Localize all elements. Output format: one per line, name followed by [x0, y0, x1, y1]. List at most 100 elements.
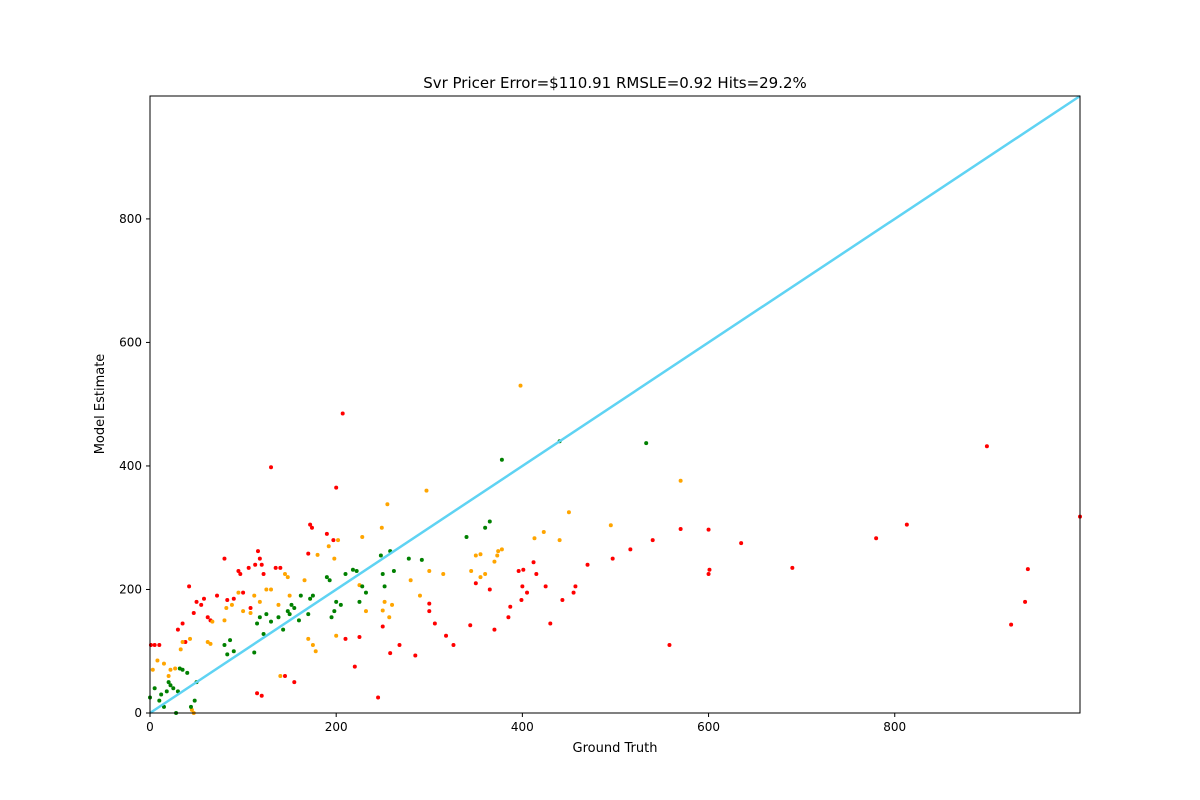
- data-point: [650, 538, 655, 543]
- data-point: [306, 636, 311, 641]
- x-tick-label: 400: [511, 720, 534, 734]
- data-point: [363, 590, 368, 595]
- data-point: [150, 667, 155, 672]
- data-point: [225, 597, 230, 602]
- data-point: [208, 641, 213, 646]
- data-point: [292, 680, 297, 685]
- data-point: [473, 581, 478, 586]
- data-point: [343, 572, 348, 577]
- data-point: [306, 551, 311, 556]
- data-point: [155, 658, 160, 663]
- data-point: [281, 627, 286, 632]
- data-point: [278, 673, 283, 678]
- data-point: [201, 596, 206, 601]
- data-point: [324, 531, 329, 536]
- data-point: [336, 538, 341, 543]
- data-point: [241, 590, 246, 595]
- data-point: [560, 597, 565, 602]
- data-point: [541, 530, 546, 535]
- data-point: [483, 572, 488, 577]
- x-axis-label: Ground Truth: [573, 741, 658, 756]
- y-axis-label: Model Estimate: [93, 354, 108, 455]
- data-point: [329, 615, 334, 620]
- y-axis-ticks: 0 200 400 600 800: [119, 212, 150, 720]
- data-point: [444, 633, 449, 638]
- data-point: [424, 488, 429, 493]
- data-point: [334, 633, 339, 638]
- data-point: [257, 615, 262, 620]
- data-point: [388, 651, 393, 656]
- data-point: [360, 584, 365, 589]
- x-tick-label: 0: [146, 720, 154, 734]
- chart-title: Svr Pricer Error=$110.91 RMSLE=0.92 Hits…: [423, 74, 807, 92]
- data-point: [326, 544, 331, 549]
- data-point: [357, 635, 362, 640]
- data-point: [585, 562, 590, 567]
- data-point: [419, 557, 424, 562]
- data-point: [180, 621, 185, 626]
- data-point: [178, 647, 183, 652]
- data-point: [166, 673, 171, 678]
- data-point: [451, 643, 456, 648]
- data-point: [276, 615, 281, 620]
- data-point: [427, 568, 432, 573]
- data-point: [310, 593, 315, 598]
- data-point: [350, 567, 355, 572]
- data-point: [248, 606, 253, 611]
- data-point: [309, 525, 314, 530]
- data-point: [338, 602, 343, 607]
- data-point: [531, 560, 536, 565]
- data-point: [285, 609, 290, 614]
- reference-line: [149, 94, 1081, 715]
- data-point: [469, 568, 474, 573]
- data-point: [222, 618, 227, 623]
- data-point: [532, 536, 537, 541]
- data-point: [441, 572, 446, 577]
- data-point: [261, 572, 266, 577]
- data-point: [331, 538, 336, 543]
- x-tick-label: 800: [883, 720, 906, 734]
- data-point: [324, 575, 329, 580]
- data-point: [506, 615, 511, 620]
- data-point: [478, 575, 483, 580]
- data-point: [308, 596, 313, 601]
- data-point: [904, 522, 909, 527]
- data-point: [164, 689, 169, 694]
- data-point: [548, 621, 553, 626]
- data-point: [473, 553, 478, 558]
- data-point: [496, 549, 501, 554]
- data-point: [185, 670, 190, 675]
- data-point: [222, 556, 227, 561]
- data-point: [397, 643, 402, 648]
- data-point: [276, 602, 281, 607]
- data-point: [327, 578, 332, 583]
- data-point: [573, 584, 578, 589]
- data-point: [231, 649, 236, 654]
- data-point: [427, 609, 432, 614]
- data-point: [382, 584, 387, 589]
- data-point: [483, 525, 488, 530]
- data-point: [306, 612, 311, 617]
- data-point: [354, 568, 359, 573]
- data-point: [984, 444, 989, 449]
- data-point: [210, 619, 215, 624]
- data-point: [610, 556, 615, 561]
- data-point: [199, 602, 204, 607]
- y-tick-label: 800: [119, 212, 142, 226]
- data-point: [391, 568, 396, 573]
- data-point: [175, 627, 180, 632]
- data-point: [427, 601, 432, 606]
- data-point: [644, 441, 649, 446]
- data-point: [376, 695, 381, 700]
- data-point: [236, 568, 241, 573]
- data-points: [148, 383, 1082, 715]
- data-point: [413, 653, 418, 658]
- data-point: [487, 587, 492, 592]
- data-point: [566, 510, 571, 515]
- data-point: [608, 523, 613, 528]
- data-point: [285, 575, 290, 580]
- data-point: [252, 593, 257, 598]
- data-point: [308, 522, 313, 527]
- data-point: [432, 621, 437, 626]
- data-point: [874, 536, 879, 541]
